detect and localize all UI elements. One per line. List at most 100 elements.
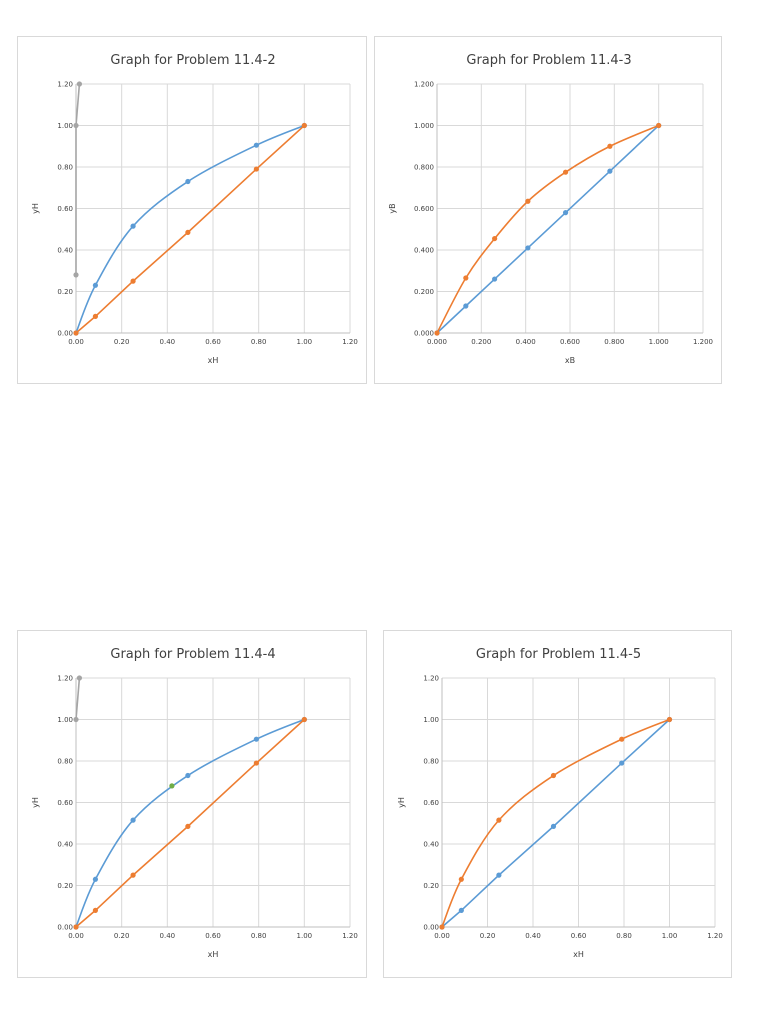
y-tick-label: 1.00 bbox=[423, 716, 439, 724]
data-point bbox=[619, 760, 625, 766]
x-tick-label: 0.800 bbox=[604, 338, 624, 346]
data-point bbox=[607, 143, 613, 149]
series-line bbox=[441, 718, 671, 928]
y-tick-label: 0.000 bbox=[414, 330, 434, 338]
data-point bbox=[301, 122, 307, 129]
data-point bbox=[76, 81, 83, 87]
data-point bbox=[169, 783, 175, 789]
y-tick-label: 1.20 bbox=[57, 675, 73, 683]
data-point bbox=[525, 245, 531, 251]
y-tick-label: 0.20 bbox=[57, 288, 73, 296]
y-tick-label: 0.200 bbox=[414, 288, 434, 296]
x-tick-label: 0.60 bbox=[205, 338, 221, 346]
x-tick-label: 0.80 bbox=[251, 338, 267, 346]
x-tick-label: 0.00 bbox=[434, 932, 450, 940]
data-point bbox=[253, 760, 259, 766]
x-tick-label: 1.000 bbox=[649, 338, 669, 346]
data-point bbox=[496, 817, 502, 823]
chart-svg: Graph for Problem 11.4-3 0.000 0.200 0.400 0… bbox=[388, 53, 713, 365]
chart-title: Graph for Problem 11.4-2 bbox=[110, 53, 275, 68]
data-point bbox=[666, 716, 673, 723]
data-point bbox=[492, 276, 498, 282]
data-point bbox=[130, 278, 136, 284]
y-tick-label: 0.60 bbox=[57, 799, 73, 807]
series-line bbox=[75, 718, 305, 928]
y-tick-label: 0.00 bbox=[423, 924, 439, 932]
x-tick-label: 0.00 bbox=[68, 932, 84, 940]
y-tick-label: 0.600 bbox=[414, 205, 434, 213]
chart-svg: Graph for Problem 11.4-4 0.00 0.20 0.40 0.60… bbox=[31, 647, 358, 959]
data-point bbox=[253, 166, 259, 172]
x-tick-label: 0.00 bbox=[68, 338, 84, 346]
data-point bbox=[463, 275, 469, 281]
x-axis-title: xH bbox=[573, 950, 584, 959]
data-point bbox=[130, 223, 136, 229]
x-tick-label: 0.40 bbox=[525, 932, 541, 940]
x-tick-label: 0.20 bbox=[114, 338, 130, 346]
data-point bbox=[73, 330, 79, 336]
data-point bbox=[439, 924, 445, 930]
x-tick-label: 0.80 bbox=[251, 932, 267, 940]
x-tick-label: 0.400 bbox=[516, 338, 536, 346]
y-tick-label: 0.40 bbox=[423, 841, 439, 849]
data-point bbox=[562, 169, 569, 175]
y-axis-title: yH bbox=[31, 797, 40, 808]
data-point bbox=[463, 303, 469, 309]
x-tick-label: 0.20 bbox=[114, 932, 130, 940]
y-tick-label: 1.000 bbox=[414, 122, 434, 130]
x-tick-label: 1.00 bbox=[297, 338, 313, 346]
data-point bbox=[607, 168, 613, 174]
y-tick-label: 0.60 bbox=[57, 205, 73, 213]
y-tick-label: 0.80 bbox=[423, 758, 439, 766]
chart-panel-problem-11-4-4: Graph for Problem 11.4-4 0.00 0.20 0.40 0.60… bbox=[17, 630, 367, 978]
data-point bbox=[73, 716, 79, 723]
x-tick-label: 1.20 bbox=[707, 932, 723, 940]
data-point bbox=[492, 235, 498, 242]
y-axis-title: yB bbox=[388, 203, 397, 213]
x-tick-label: 1.20 bbox=[342, 932, 358, 940]
series-line bbox=[75, 83, 81, 275]
y-tick-label: 0.00 bbox=[57, 330, 73, 338]
x-axis-title: xH bbox=[208, 950, 219, 959]
x-tick-label: 0.80 bbox=[616, 932, 632, 940]
data-point bbox=[185, 229, 191, 235]
y-tick-label: 0.400 bbox=[414, 247, 434, 255]
y-tick-label: 0.40 bbox=[57, 841, 73, 849]
x-tick-label: 1.200 bbox=[693, 338, 713, 346]
x-axis-title: xB bbox=[565, 356, 575, 365]
data-point bbox=[92, 313, 99, 319]
data-point bbox=[550, 772, 557, 779]
y-tick-label: 1.00 bbox=[57, 122, 73, 130]
x-tick-label: 0.40 bbox=[160, 932, 176, 940]
data-point bbox=[525, 198, 531, 204]
x-tick-label: 0.600 bbox=[560, 338, 580, 346]
data-point bbox=[92, 907, 99, 913]
x-tick-label: 0.40 bbox=[160, 338, 176, 346]
data-point bbox=[185, 772, 191, 779]
data-point bbox=[458, 876, 464, 882]
y-tick-label: 0.20 bbox=[57, 882, 73, 890]
y-tick-label: 1.20 bbox=[423, 675, 439, 683]
y-tick-label: 0.80 bbox=[57, 758, 73, 766]
chart-panel-problem-11-4-3: Graph for Problem 11.4-3 0.000 0.200 0.400 0… bbox=[374, 36, 722, 384]
y-tick-label: 0.800 bbox=[414, 164, 434, 172]
y-tick-label: 0.20 bbox=[423, 882, 439, 890]
y-tick-label: 0.60 bbox=[423, 799, 439, 807]
data-point bbox=[130, 872, 136, 878]
chart-svg: Graph for Problem 11.4-5 0.00 0.20 0.40 0.60… bbox=[397, 647, 723, 959]
data-point bbox=[550, 823, 557, 829]
data-point bbox=[434, 330, 440, 336]
series-line bbox=[75, 677, 81, 720]
data-point bbox=[496, 872, 502, 878]
chart-title: Graph for Problem 11.4-4 bbox=[110, 647, 275, 662]
data-point bbox=[185, 823, 191, 829]
series-line bbox=[436, 124, 660, 334]
data-point bbox=[301, 716, 307, 723]
x-tick-label: 1.00 bbox=[297, 932, 313, 940]
data-point bbox=[458, 907, 464, 913]
y-tick-label: 0.80 bbox=[57, 164, 73, 172]
chart-svg: Graph for Problem 11.4-2 0.00 0.20 0.40 0.60… bbox=[31, 53, 358, 365]
y-axis-title: yH bbox=[31, 203, 40, 214]
y-tick-label: 1.20 bbox=[57, 81, 73, 89]
x-tick-label: 1.20 bbox=[342, 338, 358, 346]
